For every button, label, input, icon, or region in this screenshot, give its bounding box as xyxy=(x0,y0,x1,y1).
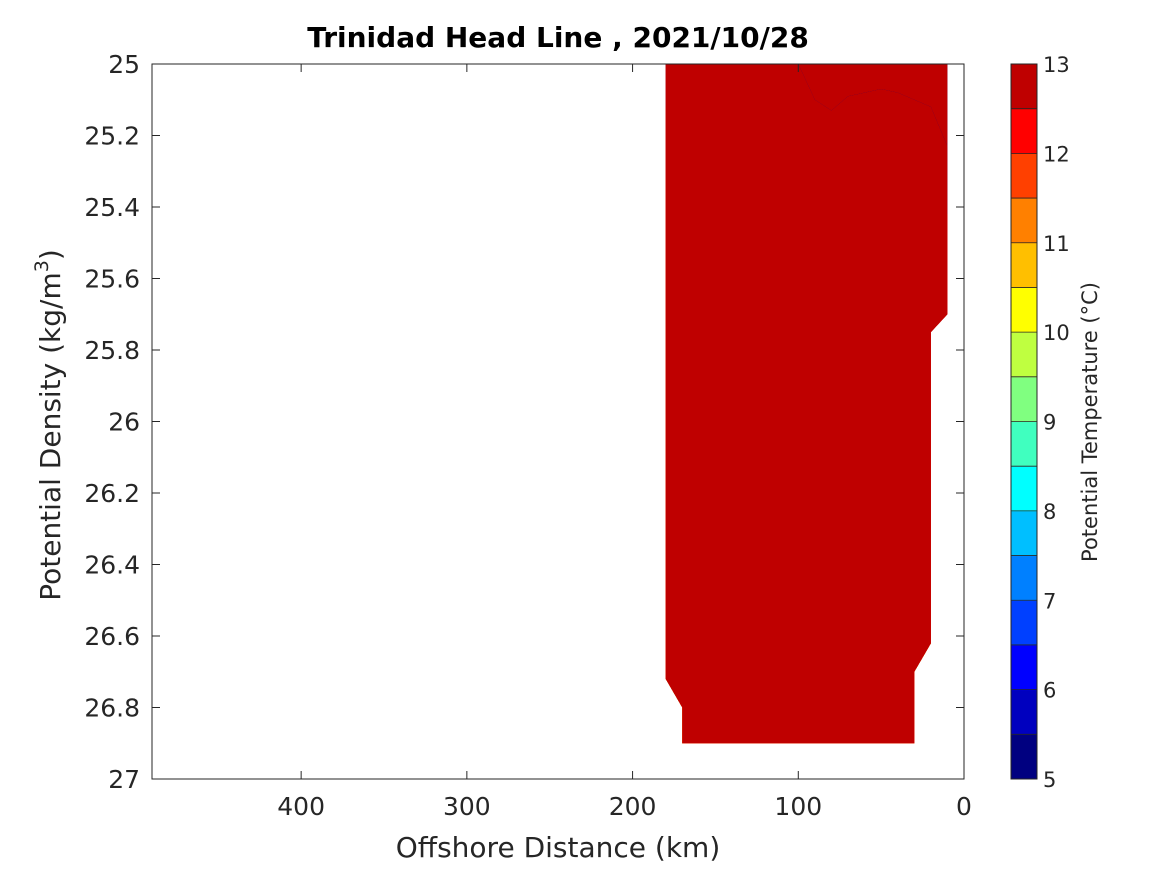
x-tick-label: 200 xyxy=(609,792,657,821)
colorbar-frame xyxy=(1010,63,1038,780)
colorbar-swatch xyxy=(1011,421,1037,467)
contour-band-top xyxy=(798,64,948,147)
y-tick-label: 25 xyxy=(108,50,140,79)
contour-band xyxy=(665,64,948,744)
y-axis-label-main: Potential Density (kg/m xyxy=(34,272,67,601)
x-tick-label: 300 xyxy=(443,792,491,821)
colorbar: 5 6 7 8 9 10 11 12 13 xyxy=(1010,53,1070,792)
colorbar-swatch xyxy=(1011,287,1037,333)
colorbar-tick-label: 5 xyxy=(1043,768,1056,792)
x-tick-label: 100 xyxy=(774,792,822,821)
colorbar-swatch xyxy=(1011,734,1037,780)
x-axis: 400 300 200 100 0 xyxy=(277,64,972,821)
colorbar-swatch xyxy=(1011,242,1037,288)
y-axis-label-close: ) xyxy=(34,249,67,260)
colorbar-swatch xyxy=(1011,64,1037,110)
y-tick-label: 26.8 xyxy=(84,694,140,723)
y-tick-label: 26.2 xyxy=(84,479,140,508)
y-tick-label: 26.4 xyxy=(84,551,140,580)
colorbar-label: Potential Temperature (°C) xyxy=(1078,282,1102,562)
colorbar-swatch xyxy=(1011,600,1037,646)
colorbar-swatch xyxy=(1011,376,1037,422)
colorbar-tick-label: 9 xyxy=(1043,411,1056,435)
colorbar-tick-label: 8 xyxy=(1043,500,1056,524)
chart-title: Trinidad Head Line , 2021/10/28 xyxy=(307,21,809,54)
y-axis: 25 25.2 25.4 25.6 25.8 26 26.2 26.4 26.6 26.8 27 xyxy=(84,50,964,794)
colorbar-swatch xyxy=(1011,332,1037,378)
colorbar-swatch xyxy=(1011,510,1037,557)
colorbar-swatch xyxy=(1011,198,1037,244)
contour-fills xyxy=(665,64,948,744)
y-tick-label: 26.6 xyxy=(84,622,140,651)
colorbar-swatch xyxy=(1011,644,1037,691)
x-axis-label: Offshore Distance (km) xyxy=(396,831,721,864)
y-tick-label: 25.8 xyxy=(84,336,140,365)
colorbar-tick-label: 6 xyxy=(1043,679,1056,703)
y-axis-label-superscript: 3 xyxy=(31,260,53,272)
colorbar-tick-label: 7 xyxy=(1043,589,1056,613)
x-tick-label: 0 xyxy=(956,792,972,821)
colorbar-swatch xyxy=(1011,555,1037,601)
x-tick-label: 400 xyxy=(277,792,325,821)
y-tick-label: 26 xyxy=(108,408,140,437)
colorbar-swatch xyxy=(1011,466,1037,512)
y-tick-label: 25.4 xyxy=(84,193,140,222)
y-tick-label: 25.6 xyxy=(84,265,140,294)
colorbar-tick-label: 10 xyxy=(1043,321,1070,345)
y-tick-label: 27 xyxy=(108,765,140,794)
colorbar-swatch xyxy=(1011,108,1037,154)
colorbar-swatch xyxy=(1011,153,1037,199)
colorbar-tick-label: 13 xyxy=(1043,53,1070,77)
colorbar-swatch xyxy=(1011,689,1037,735)
colorbar-tick-label: 11 xyxy=(1043,232,1070,256)
y-tick-label: 25.2 xyxy=(84,122,140,151)
colorbar-tick-label: 12 xyxy=(1043,142,1070,166)
y-axis-label: Potential Density (kg/m3) xyxy=(31,249,67,601)
contour-bands xyxy=(665,64,948,744)
